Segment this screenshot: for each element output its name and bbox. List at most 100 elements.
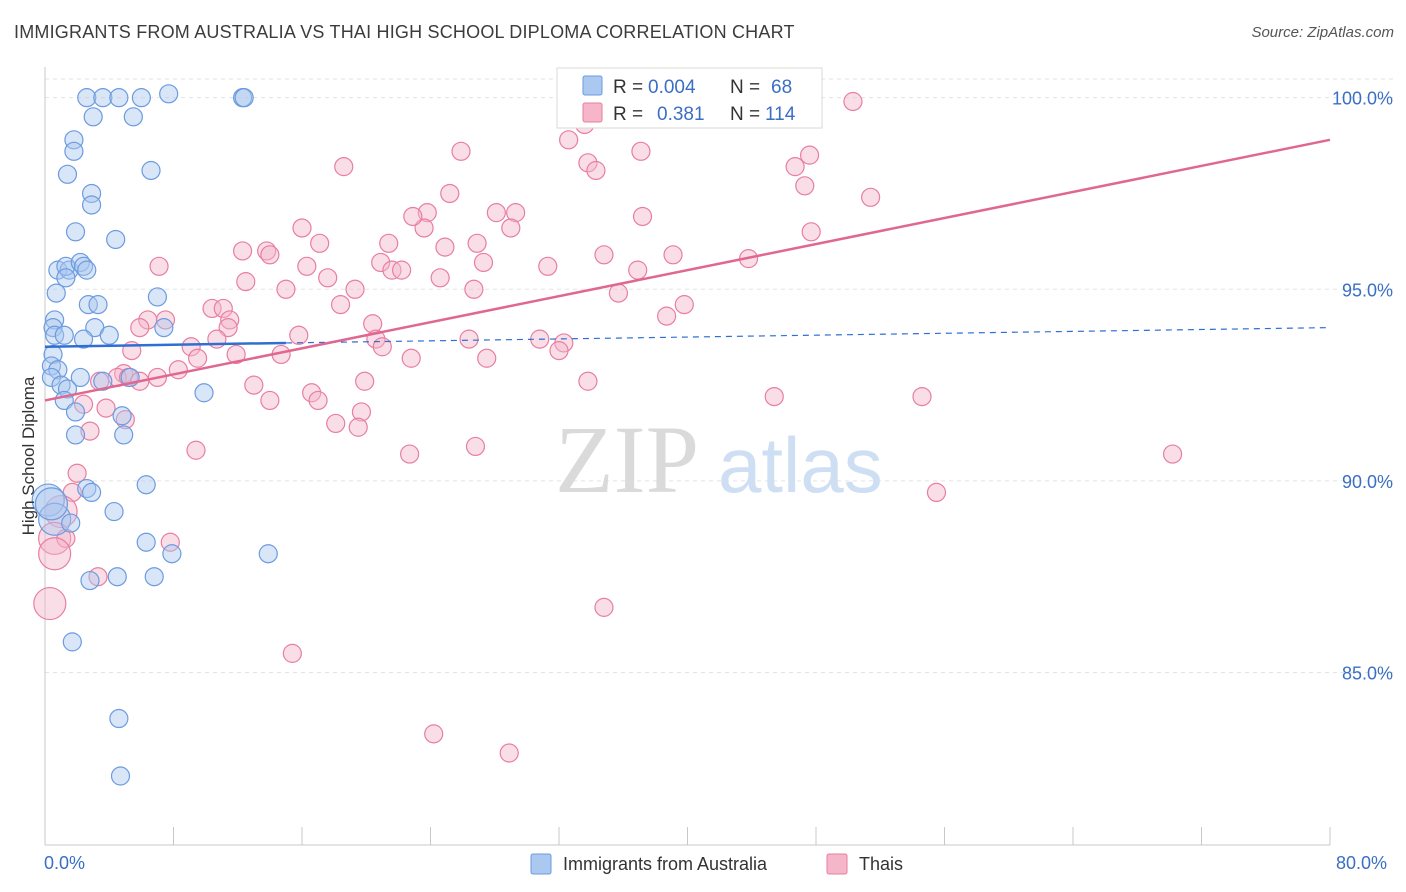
thais-point-106 bbox=[38, 537, 72, 571]
australia-point-50 bbox=[81, 482, 102, 503]
australia-point-13 bbox=[65, 222, 86, 242]
stats-legend-blue-swatch bbox=[582, 75, 603, 96]
blue-r-label: R = bbox=[613, 77, 643, 98]
x-tick-label-max: 80.0% bbox=[1336, 853, 1387, 873]
australia-point-55 bbox=[61, 513, 81, 533]
thais-point-109 bbox=[282, 643, 302, 663]
legend-pink-label: Thais bbox=[859, 854, 903, 874]
thais-point-57 bbox=[218, 318, 238, 338]
australia-point-36 bbox=[48, 360, 68, 380]
australia-point-21 bbox=[56, 268, 76, 288]
thais-point-14 bbox=[417, 203, 437, 223]
australia-point-65 bbox=[234, 88, 254, 108]
blue-n-label: N = bbox=[730, 77, 760, 98]
australia-point-31 bbox=[54, 325, 74, 345]
australia-point-9 bbox=[57, 164, 78, 184]
thais-point-17 bbox=[632, 206, 653, 227]
thais-point-73 bbox=[168, 360, 188, 380]
australia-point-25 bbox=[88, 295, 108, 315]
x-tick-label-min: 0.0% bbox=[44, 853, 85, 873]
thais-point-1 bbox=[843, 91, 863, 112]
pink-r-value: 0.381 bbox=[657, 104, 705, 125]
australia-point-8 bbox=[64, 141, 84, 161]
australia-point-33 bbox=[99, 325, 119, 345]
thais-point-32 bbox=[149, 256, 169, 276]
australia-point-37 bbox=[41, 367, 62, 388]
australia-point-39 bbox=[93, 371, 113, 391]
australia-point-60 bbox=[144, 567, 164, 587]
australia-point-51 bbox=[136, 475, 156, 495]
thais-point-36 bbox=[628, 260, 648, 280]
thais-point-88 bbox=[73, 394, 94, 414]
thais-point-35 bbox=[538, 256, 558, 276]
thais-point-112 bbox=[33, 586, 67, 621]
thais-point-82 bbox=[244, 375, 264, 395]
australia-point-64 bbox=[110, 766, 131, 786]
australia-point-24 bbox=[78, 295, 98, 315]
y-tick-label-90: 90.0% bbox=[1342, 472, 1393, 492]
thais-point-10 bbox=[586, 160, 606, 181]
australia-point-26 bbox=[45, 310, 65, 330]
australia-point-7 bbox=[64, 130, 84, 150]
thais-point-61 bbox=[459, 329, 479, 349]
watermark-atlas: atlas bbox=[718, 421, 883, 509]
australia-point-20 bbox=[77, 260, 97, 280]
australia-point-57 bbox=[162, 544, 182, 564]
thais-point-47 bbox=[330, 295, 351, 315]
thais-point-98 bbox=[1162, 444, 1183, 464]
australia-points bbox=[31, 84, 278, 786]
australia-point-45 bbox=[65, 402, 86, 422]
thais-point-101 bbox=[926, 482, 947, 503]
australia-point-1 bbox=[93, 88, 113, 108]
thais-point-54 bbox=[220, 310, 240, 330]
trend-lines bbox=[44, 138, 1331, 402]
series-legend: Immigrants from Australia Thais bbox=[530, 853, 903, 875]
thais-point-49 bbox=[202, 298, 222, 319]
thais-point-38 bbox=[382, 260, 402, 280]
australia-point-11 bbox=[81, 183, 102, 204]
source-credit: Source: ZipAtlas.com bbox=[1251, 24, 1394, 41]
thais-point-16 bbox=[506, 203, 526, 223]
thais-point-37 bbox=[297, 256, 317, 276]
australia-point-2 bbox=[109, 88, 129, 108]
thais-point-44 bbox=[345, 279, 365, 299]
thais-point-96 bbox=[186, 440, 206, 460]
australia-point-38 bbox=[70, 367, 90, 388]
thais-point-4 bbox=[631, 141, 651, 161]
australia-point-32 bbox=[73, 329, 94, 349]
thais-point-66 bbox=[549, 341, 569, 361]
thais-point-7 bbox=[785, 157, 805, 177]
thais-point-70 bbox=[187, 348, 208, 368]
thais-trend-line bbox=[44, 138, 1331, 402]
australia-point-0 bbox=[77, 88, 97, 108]
thais-point-42 bbox=[236, 272, 256, 292]
thais-point-8 bbox=[334, 157, 354, 177]
australia-point-30 bbox=[45, 325, 65, 345]
thais-point-40 bbox=[318, 268, 338, 288]
y-tick-labels: 85.0% 90.0% 95.0% 100.0% bbox=[1332, 89, 1393, 684]
thais-point-85 bbox=[912, 386, 932, 407]
thais-point-34 bbox=[473, 252, 494, 273]
thais-point-97 bbox=[400, 444, 420, 464]
pink-n-label: N = bbox=[730, 104, 760, 125]
thais-point-21 bbox=[801, 222, 821, 242]
thais-points bbox=[33, 88, 1183, 763]
thais-point-41 bbox=[430, 268, 450, 288]
legend-pink-swatch bbox=[826, 853, 848, 875]
thais-point-111 bbox=[499, 743, 519, 763]
thais-point-19 bbox=[414, 218, 434, 238]
australia-point-14 bbox=[106, 229, 126, 250]
pink-n-value: 114 bbox=[765, 104, 796, 125]
australia-point-23 bbox=[147, 287, 168, 307]
stats-legend-pink-swatch bbox=[582, 102, 603, 123]
thais-point-20 bbox=[501, 218, 521, 238]
thais-point-58 bbox=[289, 325, 309, 345]
australia-point-27 bbox=[43, 318, 63, 338]
thais-point-23 bbox=[379, 233, 399, 253]
thais-point-64 bbox=[181, 337, 201, 357]
thais-point-56 bbox=[130, 318, 150, 338]
thais-point-51 bbox=[657, 306, 677, 326]
thais-point-89 bbox=[96, 398, 116, 418]
australia-point-59 bbox=[107, 567, 127, 587]
blue-n-value: 68 bbox=[771, 77, 792, 98]
